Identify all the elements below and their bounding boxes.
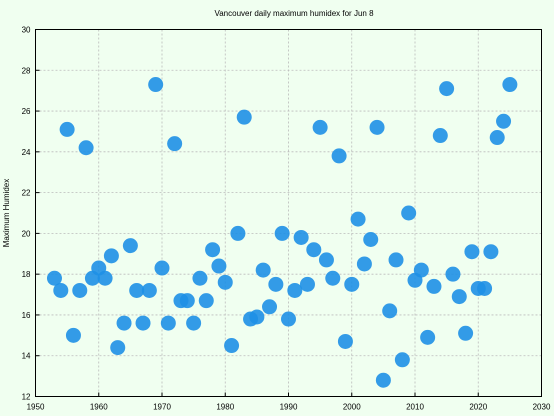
data-point <box>344 276 360 292</box>
grid-lines <box>35 29 542 397</box>
data-point <box>192 270 208 286</box>
x-tick-label: 2030 <box>533 403 551 412</box>
data-point <box>53 282 69 298</box>
y-tick-label: 26 <box>22 107 31 116</box>
data-point <box>129 282 145 298</box>
data-point <box>451 289 467 305</box>
data-point <box>205 242 221 258</box>
data-point <box>375 372 391 388</box>
data-point <box>167 136 183 152</box>
data-point <box>432 128 448 144</box>
data-point <box>97 270 113 286</box>
y-tick-label: 20 <box>22 229 31 238</box>
x-tick-label: 1970 <box>153 403 171 412</box>
data-point <box>230 225 246 241</box>
data-point <box>78 140 94 156</box>
data-point <box>401 205 417 221</box>
data-point <box>148 77 164 93</box>
data-point <box>262 299 278 315</box>
x-tick-label: 1990 <box>280 403 298 412</box>
y-tick-label: 16 <box>22 311 31 320</box>
data-point <box>46 270 62 286</box>
y-tick-label: 18 <box>22 270 31 279</box>
data-point <box>110 340 126 356</box>
data-point <box>186 315 202 331</box>
y-axis-label: Maximum Humidex <box>2 179 11 247</box>
x-tick-label: 1980 <box>216 403 234 412</box>
x-tick-label: 1960 <box>90 403 108 412</box>
data-point <box>388 252 404 268</box>
data-point <box>287 282 303 298</box>
data-point <box>483 244 499 260</box>
data-point <box>249 309 265 325</box>
data-point <box>281 311 296 327</box>
data-point <box>72 282 88 298</box>
data-point <box>65 327 81 343</box>
data-points <box>46 77 518 388</box>
data-point <box>59 121 75 137</box>
data-point <box>439 81 455 97</box>
data-point <box>420 329 436 345</box>
data-point <box>394 352 410 368</box>
data-point <box>198 293 214 309</box>
data-point <box>356 256 372 272</box>
data-point <box>363 232 379 248</box>
x-tick-label: 1950 <box>27 403 45 412</box>
data-point <box>255 262 271 278</box>
data-point <box>211 258 227 274</box>
data-point <box>299 276 315 292</box>
data-point <box>426 278 442 294</box>
data-point <box>496 113 512 129</box>
data-point <box>337 333 353 349</box>
data-point <box>502 77 518 93</box>
data-point <box>122 238 138 254</box>
data-point <box>477 280 493 296</box>
y-tick-label: 30 <box>22 26 31 35</box>
data-point <box>293 229 309 245</box>
data-point <box>464 244 480 260</box>
y-tick-label: 24 <box>22 148 31 157</box>
data-point <box>325 270 341 286</box>
data-point <box>306 242 322 258</box>
data-point <box>274 225 290 241</box>
data-point <box>489 130 505 146</box>
data-point <box>224 338 240 354</box>
data-point <box>236 109 252 125</box>
data-point <box>179 293 195 309</box>
data-point <box>413 262 429 278</box>
data-point <box>160 315 176 331</box>
chart-title: Vancouver daily maximum humidex for Jun … <box>214 9 374 18</box>
data-point <box>268 276 284 292</box>
data-point <box>141 282 157 298</box>
y-tick-label: 14 <box>22 352 31 361</box>
data-point <box>217 274 233 290</box>
plot-frame <box>35 29 542 397</box>
data-point <box>382 303 398 319</box>
data-point <box>331 148 347 164</box>
data-point <box>154 260 170 276</box>
data-point <box>116 315 132 331</box>
axis-ticks: 1950 1960 1970 1980 1990 2000 2010 2020 20301214… <box>22 26 551 412</box>
data-point <box>458 325 474 341</box>
data-point <box>318 252 334 268</box>
x-tick-label: 2020 <box>469 403 487 412</box>
x-tick-label: 2010 <box>406 403 424 412</box>
data-point <box>445 266 461 282</box>
data-point <box>350 211 366 227</box>
data-point <box>103 248 119 264</box>
data-point <box>369 119 385 135</box>
data-point <box>312 119 328 135</box>
y-tick-label: 28 <box>22 66 31 75</box>
y-tick-label: 22 <box>22 189 31 198</box>
y-tick-label: 12 <box>22 393 31 402</box>
x-tick-label: 2000 <box>343 403 361 412</box>
data-point <box>135 315 151 331</box>
